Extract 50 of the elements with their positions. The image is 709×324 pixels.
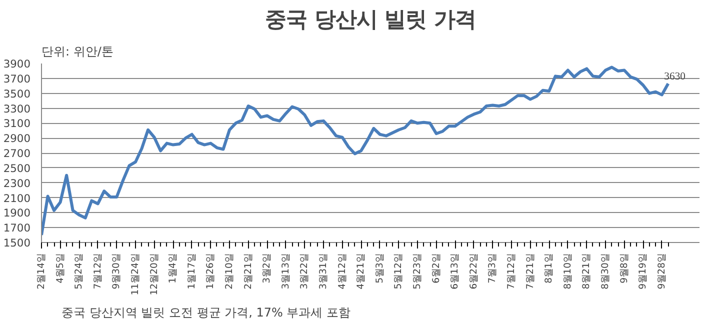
y-tick-label: 3300 (3, 102, 31, 116)
y-axis-title: 단위: 위안/톤 (42, 44, 114, 58)
x-tick-label: 4월5일 (54, 253, 66, 284)
x-tick-label: 8월1일 (544, 253, 555, 284)
x-tick-label: 12월20일 (148, 253, 160, 296)
x-tick-label: 8월10일 (562, 253, 574, 290)
x-tick-label: 3월31일 (318, 253, 329, 290)
y-tick-label: 3500 (3, 87, 31, 100)
x-tick-label: 7월12일 (506, 253, 517, 290)
y-tick-label: 1900 (3, 206, 31, 220)
y-tick-label: 2500 (3, 162, 31, 175)
x-tick-label: 1월17일 (186, 253, 198, 290)
x-tick-label: 11월24일 (130, 253, 141, 296)
y-tick-label: 3900 (3, 58, 31, 70)
x-tick-label: 6월13일 (450, 253, 461, 290)
x-tick-label: 3월22일 (299, 253, 310, 290)
y-tick-label: 2100 (3, 192, 31, 205)
text: 중국 당산지역 빌릿 오전 평균 가격, 17% 부과세 포함 (62, 306, 351, 320)
y-tick-label: 3700 (3, 72, 31, 86)
x-tick-label: 2월14일 (36, 253, 47, 290)
x-tick-label: 1월26일 (205, 253, 216, 290)
x-tick-label: 7월21일 (524, 253, 536, 290)
x-tick-label: 9월8일 (618, 253, 630, 284)
x-tick-label: 9월30일 (111, 253, 122, 290)
x-tick-label: 3월13일 (280, 253, 292, 290)
y-tick-label: 2300 (3, 176, 31, 190)
x-tick-label: 4월12일 (336, 253, 348, 290)
x-tick-label: 5월12일 (393, 253, 404, 290)
y-tick-label: 1500 (3, 236, 31, 250)
x-tick-label: 6월22일 (468, 253, 480, 290)
x-tick-label: 6월2일 (430, 253, 442, 284)
x-tick-label: 7월12일 (92, 253, 104, 290)
x-tick-label: 9월19일 (638, 253, 649, 290)
x-tick-label: 8월30일 (600, 253, 611, 290)
y-tick-label: 2700 (3, 147, 31, 160)
y-tick-label: 1700 (3, 222, 31, 235)
x-tick-label: 2월10일 (224, 253, 235, 290)
x-tick-label: 4월21일 (356, 253, 367, 290)
x-tick-label: 2월21일 (242, 253, 254, 290)
y-tick-label: 2900 (3, 132, 31, 146)
x-tick-label: 1월4일 (168, 253, 179, 284)
x-tick-label: 5월3일 (374, 253, 386, 284)
x-tick-label: 8월21일 (581, 253, 592, 290)
x-tick-label: 9월28일 (656, 253, 668, 290)
x-tick-label: 7월3일 (487, 253, 498, 284)
x-tick-label: 5월24일 (74, 253, 85, 290)
x-tick-label: 5월23일 (412, 253, 423, 290)
chart-title: 중국 당산시 빌릿 가격 (264, 8, 476, 32)
y-tick-label: 3100 (3, 117, 31, 130)
x-tick-label: 3월2일 (262, 253, 273, 284)
